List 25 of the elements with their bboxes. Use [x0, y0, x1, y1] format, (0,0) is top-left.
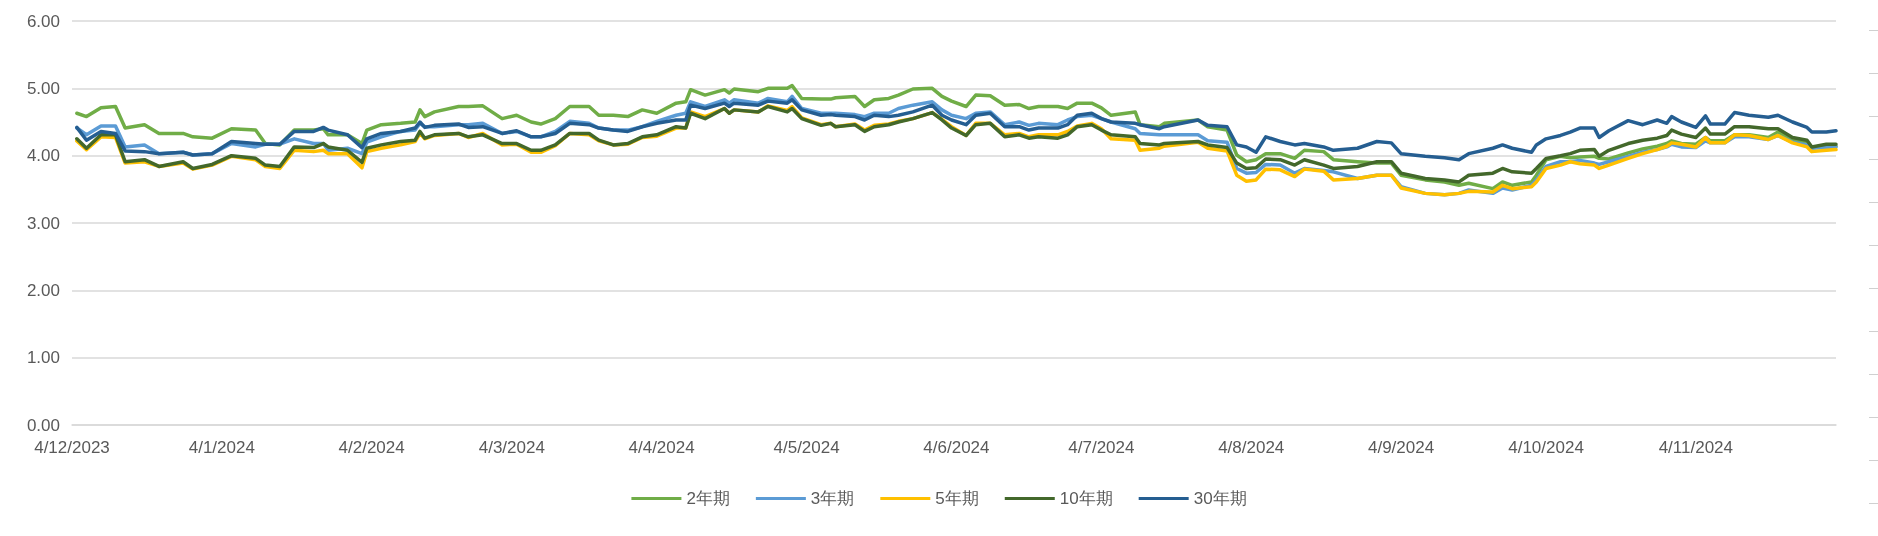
legend-label: 5年期 — [935, 489, 979, 508]
x-tick-label: 4/1/2024 — [188, 438, 255, 457]
legend-label: 10年期 — [1059, 489, 1113, 508]
y-tick-label: 6.00 — [26, 11, 60, 31]
x-tick-label: 4/3/2024 — [478, 438, 545, 457]
legend-label: 2年期 — [686, 489, 730, 508]
line-series — [75, 98, 1838, 162]
x-tick-label: 4/7/2024 — [1068, 438, 1135, 457]
legend-label: 30年期 — [1193, 489, 1247, 508]
x-tick-label: 4/4/2024 — [628, 438, 695, 457]
x-tick-label: 4/8/2024 — [1218, 438, 1285, 457]
y-tick-label: 5.00 — [26, 78, 60, 98]
y-tick-label: 4.00 — [26, 146, 60, 166]
x-tick-label: 4/6/2024 — [923, 438, 990, 457]
x-tick-label: 4/9/2024 — [1367, 438, 1435, 457]
legend-label: 3年期 — [810, 489, 855, 508]
x-tick-label: 4/10/2024 — [1508, 438, 1584, 457]
y-tick-label: 1.00 — [26, 348, 60, 368]
y-tick-label: 2.00 — [26, 280, 60, 300]
y-tick-label: 3.00 — [26, 213, 60, 233]
x-tick-label: 4/5/2024 — [773, 438, 840, 457]
x-tick-label: 4/11/2024 — [1658, 438, 1734, 457]
y-tick-label: 0.00 — [26, 415, 60, 435]
x-tick-label: 4/2/2024 — [338, 438, 405, 457]
x-tick-label: 4/12/2023 — [34, 438, 110, 457]
